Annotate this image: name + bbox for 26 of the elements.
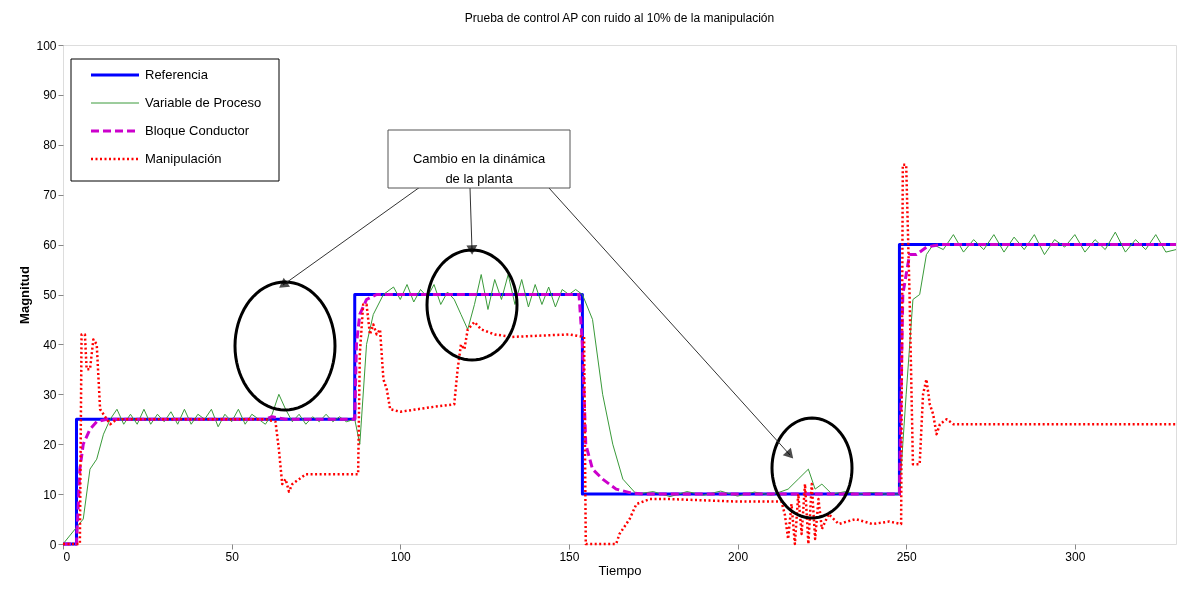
x-tick-label: 100 [390, 549, 412, 564]
y-tick-label: 100 [36, 38, 57, 53]
y-axis-title: Magnitud [17, 266, 33, 324]
legend-label: Manipulación [145, 151, 222, 166]
y-tick-label: 0 [49, 537, 57, 552]
legend-label: Bloque Conductor [145, 123, 250, 138]
x-tick-label: 0 [63, 549, 71, 564]
y-tick-label: 30 [43, 387, 57, 402]
y-tick-label: 70 [43, 188, 57, 203]
y-tick-label: 80 [43, 138, 57, 153]
y-tick-label: 40 [43, 337, 57, 352]
y-tick-label: 90 [43, 88, 57, 103]
x-tick-label: 150 [559, 549, 580, 564]
x-axis-title: Tiempo [598, 562, 642, 578]
x-tick-label: 50 [225, 549, 240, 564]
annotation: Cambio en la dinámica de la planta [412, 151, 546, 186]
y-tick-label: 20 [43, 437, 57, 452]
y-tick-label: 60 [43, 238, 57, 253]
x-tick-label: 300 [1065, 549, 1086, 564]
x-tick-label: 200 [728, 549, 749, 564]
x-tick-label: 250 [896, 549, 918, 564]
y-tick-label: 10 [43, 487, 57, 502]
chart-title: Prueba de control AP con ruido al 10% de la manipulación [464, 11, 775, 25]
legend-label: Referencia [145, 67, 209, 82]
legend-label: Variable de Proceso [145, 95, 262, 110]
y-tick-label: 50 [43, 288, 57, 302]
